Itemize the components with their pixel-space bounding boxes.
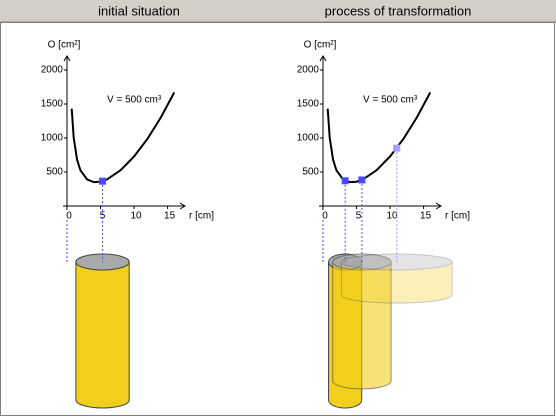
y-tick-label: 1000 xyxy=(297,133,320,144)
x-axis-label: r [cm] xyxy=(189,211,214,222)
y-tick-label: 2000 xyxy=(297,65,320,76)
x-tick-label: 5 xyxy=(356,211,362,222)
y-tick-label: 1500 xyxy=(297,99,320,110)
x-tick-label: 15 xyxy=(420,211,432,222)
point xyxy=(358,176,365,183)
x-tick-label: 0 xyxy=(322,211,328,222)
header-bar xyxy=(0,0,556,22)
y-tick-label: 1000 xyxy=(41,133,64,144)
point xyxy=(99,178,106,185)
annotation: V = 500 cm³ xyxy=(107,95,162,106)
cylinder xyxy=(76,254,129,408)
y-tick-label: 1500 xyxy=(41,99,64,110)
x-tick-label: 0 xyxy=(66,211,72,222)
annotation: V = 500 cm³ xyxy=(363,95,418,106)
y-axis-label: O [cm²] xyxy=(304,40,337,51)
x-axis-label: r [cm] xyxy=(445,211,470,222)
point xyxy=(393,145,400,152)
y-tick-label: 2000 xyxy=(41,65,64,76)
x-tick-label: 10 xyxy=(130,211,142,222)
x-tick-label: 5 xyxy=(100,211,106,222)
y-axis-label: O [cm²] xyxy=(48,40,81,51)
y-tick-label: 500 xyxy=(302,167,319,178)
x-tick-label: 15 xyxy=(164,211,176,222)
y-tick-label: 500 xyxy=(46,167,63,178)
panel-title: initial situation xyxy=(98,3,180,18)
cylinder-body xyxy=(76,262,129,408)
point xyxy=(342,177,349,184)
panel-title: process of transformation xyxy=(325,3,472,18)
screen: initial situation process of transformat… xyxy=(0,0,556,416)
